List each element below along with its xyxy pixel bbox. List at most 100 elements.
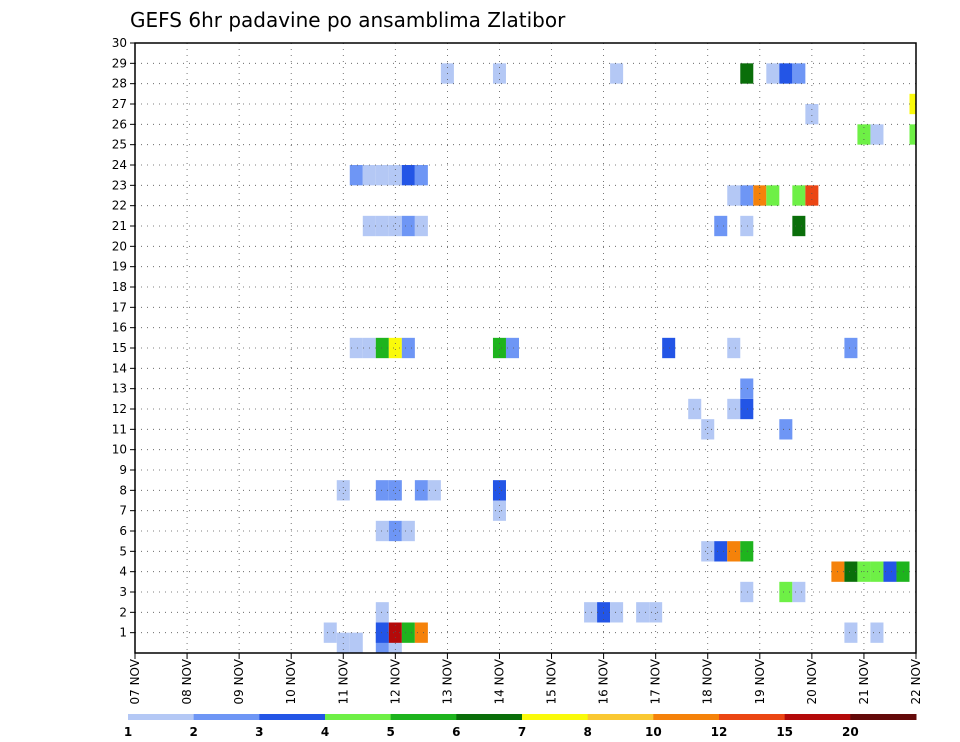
precip-cell: [349, 337, 363, 359]
precip-cell: [857, 124, 871, 145]
precip-cell: [753, 185, 767, 206]
y-tick-label: 29: [112, 56, 127, 70]
precip-cell: [375, 165, 389, 186]
y-tick-label: 23: [112, 178, 127, 192]
legend-level-label: 6: [452, 725, 460, 739]
precip-cell: [740, 581, 754, 603]
legend-swatch: [522, 714, 589, 720]
precip-cell: [362, 165, 376, 186]
precip-cell: [375, 622, 389, 643]
y-tick-label: 27: [112, 97, 127, 111]
y-tick-label: 11: [112, 422, 127, 436]
y-tick-label: 3: [119, 585, 127, 599]
legend-swatch: [719, 714, 786, 720]
precip-cell: [792, 185, 806, 206]
x-tick-label: 11 NOV: [336, 658, 350, 704]
legend-swatch: [390, 714, 457, 720]
legend-swatch: [456, 714, 523, 720]
y-tick-label: 15: [112, 341, 127, 355]
legend-level-label: 12: [711, 725, 728, 739]
precip-cell: [779, 63, 793, 84]
precip-cell: [401, 520, 415, 542]
precip-cell: [792, 581, 806, 603]
precip-cell: [740, 185, 754, 206]
precip-cell: [388, 520, 402, 542]
precip-cell: [870, 622, 884, 643]
x-tick-label: 17 NOV: [649, 658, 663, 704]
x-tick-label: 14 NOV: [492, 658, 506, 704]
precip-cell: [388, 215, 402, 237]
precip-cell: [805, 185, 819, 206]
precip-cell: [649, 602, 663, 623]
legend-swatch: [653, 714, 720, 720]
legend-level-label: 5: [386, 725, 394, 739]
y-tick-label: 14: [112, 361, 127, 375]
y-tick-label: 30: [112, 36, 127, 50]
precip-cell: [701, 419, 715, 440]
precip-cell: [336, 480, 350, 501]
precip-cell: [844, 622, 858, 643]
legend-swatch: [193, 714, 260, 720]
precip-cell: [727, 185, 741, 206]
precip-cell: [714, 215, 728, 237]
precip-cell: [505, 337, 519, 359]
x-tick-label: 15 NOV: [545, 658, 559, 704]
y-tick-label: 12: [112, 402, 127, 416]
y-tick-label: 21: [112, 219, 127, 233]
precip-cell: [909, 124, 916, 145]
precip-cell: [414, 622, 428, 643]
precip-cell: [401, 215, 415, 237]
legend-swatch: [259, 714, 326, 720]
precip-cell: [740, 215, 754, 237]
x-axis: 07 NOV 08 NOV 09 NOV 10 NOV 11 NOV 12 NOV 13 N…: [128, 653, 923, 705]
y-tick-label: 19: [112, 260, 127, 274]
precip-cell: [401, 622, 415, 643]
precip-cell: [610, 602, 624, 623]
precip-cell: [388, 480, 402, 501]
precip-cell: [414, 480, 428, 501]
y-tick-label: 24: [112, 158, 127, 172]
precip-cell: [740, 378, 754, 399]
precip-cell: [401, 165, 415, 186]
x-tick-label: 08 NOV: [180, 658, 194, 704]
legend-level-label: 15: [776, 725, 793, 739]
colorbar-legend: 1 2 3 4 5 6 7 8 10 12 15 20: [124, 714, 917, 739]
legend-level-label: 2: [189, 725, 197, 739]
precip-cell: [883, 561, 897, 582]
x-tick-label: 18 NOV: [701, 658, 715, 704]
precip-cell: [610, 63, 624, 84]
precip-cell: [492, 500, 506, 521]
precip-cell: [805, 104, 819, 125]
legend-swatch: [587, 714, 654, 720]
legend-swatch: [128, 714, 195, 720]
precip-cell: [388, 622, 402, 643]
precip-cell: [792, 63, 806, 84]
y-tick-label: 8: [119, 483, 127, 497]
x-tick-label: 16 NOV: [597, 658, 611, 704]
precip-cell: [636, 602, 650, 623]
precip-cell: [662, 337, 676, 359]
y-tick-label: 1: [119, 626, 127, 640]
precip-cell: [740, 63, 754, 84]
precip-cell: [701, 541, 715, 562]
precip-cell: [349, 632, 363, 653]
precip-cell: [740, 398, 754, 420]
x-tick-label: 10 NOV: [284, 658, 298, 704]
precip-cell: [688, 398, 702, 420]
legend-swatch: [784, 714, 851, 720]
y-tick-label: 13: [112, 382, 127, 396]
precip-cell: [740, 541, 754, 562]
y-tick-label: 18: [112, 280, 127, 294]
y-tick-label: 16: [112, 321, 127, 335]
precip-cell: [844, 337, 858, 359]
precip-cell: [909, 93, 916, 115]
x-tick-label: 12 NOV: [388, 658, 402, 704]
precip-cell: [401, 337, 415, 359]
y-tick-label: 9: [119, 463, 127, 477]
precip-cell: [427, 480, 441, 501]
precip-cell: [323, 622, 337, 643]
x-tick-label: 20 NOV: [805, 658, 819, 704]
x-tick-label: 21 NOV: [857, 658, 871, 704]
precip-cell: [375, 520, 389, 542]
y-tick-label: 17: [112, 300, 127, 314]
